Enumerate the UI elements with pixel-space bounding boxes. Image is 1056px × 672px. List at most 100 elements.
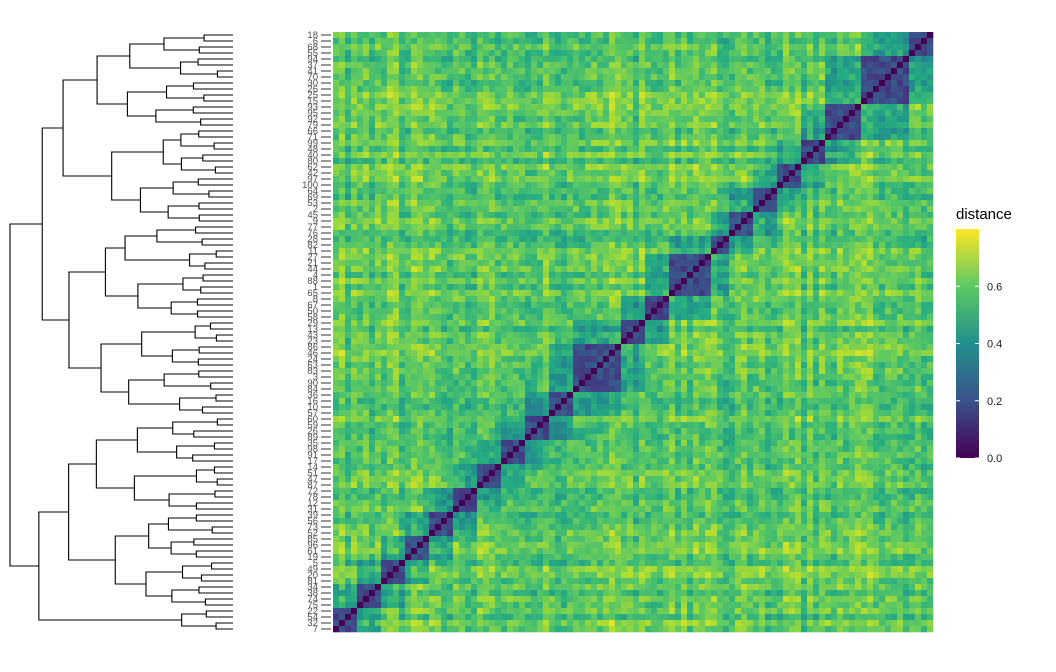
heatmap-cell bbox=[759, 266, 766, 273]
heatmap-cell bbox=[561, 32, 568, 39]
dendrogram-link bbox=[215, 334, 233, 342]
heatmap-cell bbox=[447, 248, 454, 255]
row-label: 65 bbox=[307, 288, 318, 299]
heatmap-cell bbox=[561, 122, 568, 129]
heatmap-cell bbox=[909, 260, 916, 267]
heatmap-cell bbox=[705, 308, 712, 315]
heatmap-cell bbox=[669, 254, 676, 261]
heatmap-cell bbox=[837, 242, 844, 249]
heatmap-cell bbox=[669, 92, 676, 99]
heatmap-cell bbox=[675, 140, 682, 147]
heatmap-cell bbox=[825, 224, 832, 231]
heatmap-cell bbox=[729, 212, 736, 219]
heatmap-cell bbox=[831, 302, 838, 309]
heatmap-cell bbox=[735, 134, 742, 141]
heatmap-cell bbox=[495, 98, 502, 105]
heatmap-cell bbox=[597, 242, 604, 249]
heatmap-cell bbox=[741, 272, 748, 279]
heatmap-cell bbox=[477, 230, 484, 237]
heatmap-cell bbox=[405, 74, 412, 81]
heatmap-cell bbox=[393, 74, 400, 81]
heatmap-cell bbox=[795, 122, 802, 129]
heatmap-cell bbox=[387, 182, 394, 189]
heatmap-cell bbox=[585, 290, 592, 297]
heatmap-cell bbox=[645, 44, 652, 51]
heatmap-cell bbox=[717, 194, 724, 201]
heatmap-cell bbox=[561, 272, 568, 279]
heatmap-cell bbox=[723, 116, 730, 123]
heatmap-cell bbox=[483, 284, 490, 291]
heatmap-cell bbox=[639, 68, 646, 75]
heatmap-cell bbox=[441, 242, 448, 249]
heatmap-cell bbox=[669, 122, 676, 129]
heatmap-cell bbox=[729, 296, 736, 303]
heatmap-cell bbox=[921, 278, 928, 285]
heatmap-cell bbox=[819, 278, 826, 285]
heatmap-cell bbox=[417, 296, 424, 303]
heatmap-cell bbox=[525, 302, 532, 309]
heatmap-cell bbox=[561, 218, 568, 225]
heatmap-cell bbox=[921, 56, 928, 63]
heatmap-cell bbox=[903, 290, 910, 297]
heatmap-cell bbox=[339, 266, 346, 273]
heatmap-cell bbox=[891, 164, 898, 171]
heatmap-cell bbox=[513, 122, 520, 129]
heatmap-cell bbox=[861, 164, 868, 171]
row-label: 45 bbox=[307, 210, 318, 221]
heatmap-cell bbox=[765, 134, 772, 141]
heatmap-cell bbox=[543, 242, 550, 249]
heatmap-cell bbox=[549, 44, 556, 51]
heatmap-cell bbox=[465, 80, 472, 87]
heatmap-cell bbox=[849, 104, 856, 111]
heatmap-cell bbox=[411, 164, 418, 171]
heatmap-cell bbox=[693, 170, 700, 177]
heatmap-cell bbox=[597, 170, 604, 177]
heatmap-cell bbox=[579, 266, 586, 273]
heatmap-cell bbox=[801, 176, 808, 183]
heatmap-cell bbox=[849, 110, 856, 117]
heatmap-cell bbox=[513, 266, 520, 273]
heatmap-cell bbox=[453, 74, 460, 81]
heatmap-cell bbox=[585, 200, 592, 207]
heatmap-cell bbox=[561, 98, 568, 105]
heatmap-cell bbox=[495, 50, 502, 57]
heatmap-cell bbox=[399, 200, 406, 207]
heatmap-cell bbox=[921, 212, 928, 219]
heatmap-cell bbox=[579, 308, 586, 315]
heatmap-cell bbox=[699, 284, 706, 291]
heatmap-cell bbox=[891, 122, 898, 129]
dendrogram-link bbox=[96, 55, 130, 105]
heatmap-cell bbox=[519, 296, 526, 303]
heatmap-cell bbox=[351, 98, 358, 105]
heatmap-cell bbox=[777, 302, 784, 309]
dendrogram-link bbox=[200, 574, 233, 582]
heatmap-cell bbox=[459, 224, 466, 231]
heatmap-cell bbox=[363, 158, 370, 165]
heatmap-cell bbox=[705, 116, 712, 123]
heatmap-cell bbox=[603, 134, 610, 141]
heatmap-cell bbox=[837, 152, 844, 159]
row-label: 30 bbox=[307, 78, 318, 89]
heatmap-cell bbox=[441, 110, 448, 117]
heatmap-cell bbox=[909, 122, 916, 129]
heatmap-cell bbox=[369, 236, 376, 243]
row-label: 35 bbox=[307, 438, 318, 449]
heatmap-cell bbox=[783, 266, 790, 273]
heatmap-cell bbox=[465, 182, 472, 189]
heatmap-cell bbox=[609, 242, 616, 249]
heatmap-cell bbox=[777, 116, 784, 123]
heatmap-cell bbox=[405, 128, 412, 135]
heatmap-cell bbox=[849, 170, 856, 177]
heatmap-cell bbox=[903, 272, 910, 279]
heatmap-cell bbox=[645, 122, 652, 129]
heatmap-cell bbox=[399, 128, 406, 135]
heatmap-cell bbox=[849, 248, 856, 255]
heatmap-cell bbox=[855, 212, 862, 219]
heatmap-cell bbox=[825, 134, 832, 141]
heatmap-cell bbox=[717, 176, 724, 183]
heatmap-cell bbox=[339, 86, 346, 93]
heatmap-cell bbox=[765, 164, 772, 171]
heatmap-cell bbox=[825, 80, 832, 87]
heatmap-cell bbox=[771, 170, 778, 177]
heatmap-cell bbox=[495, 86, 502, 93]
